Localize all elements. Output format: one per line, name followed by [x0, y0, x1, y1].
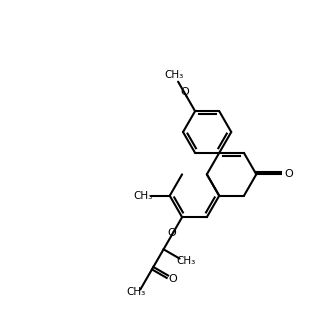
Text: O: O: [168, 274, 177, 284]
Text: O: O: [167, 228, 176, 238]
Text: O: O: [285, 169, 294, 179]
Text: CH₃: CH₃: [133, 191, 152, 201]
Text: CH₃: CH₃: [165, 70, 184, 80]
Text: O: O: [180, 87, 189, 97]
Text: CH₃: CH₃: [176, 256, 195, 266]
Text: CH₃: CH₃: [127, 287, 146, 297]
